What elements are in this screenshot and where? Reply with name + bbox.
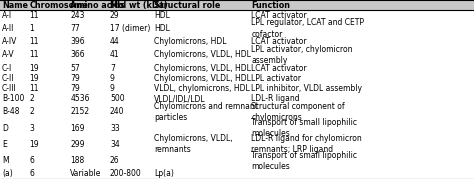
Text: 243: 243 <box>70 11 85 20</box>
Text: 19: 19 <box>29 64 39 73</box>
Text: LPL inhibitor, VLDL assembly: LPL inhibitor, VLDL assembly <box>251 84 362 93</box>
Text: LCAT activator: LCAT activator <box>251 64 307 73</box>
Text: A-I: A-I <box>2 11 12 20</box>
Text: 9: 9 <box>110 74 115 83</box>
Text: 29: 29 <box>110 11 119 20</box>
Text: 4536: 4536 <box>70 94 90 103</box>
Text: 19: 19 <box>29 140 39 149</box>
Text: 2: 2 <box>29 107 34 116</box>
Text: 240: 240 <box>110 107 125 116</box>
Text: Function: Function <box>251 1 290 10</box>
Text: LDL-R ligand: LDL-R ligand <box>251 94 300 103</box>
Text: HDL: HDL <box>154 11 170 20</box>
Text: 79: 79 <box>70 84 80 93</box>
Text: 500: 500 <box>110 94 125 103</box>
Text: C-III: C-III <box>2 84 17 93</box>
Text: 57: 57 <box>70 64 80 73</box>
Text: 11: 11 <box>29 50 39 59</box>
Text: Chromosome: Chromosome <box>29 1 88 10</box>
Text: B-48: B-48 <box>2 107 19 116</box>
Text: 41: 41 <box>110 50 119 59</box>
Text: 299: 299 <box>70 140 85 149</box>
Text: LPL activator, chylomicron
assembly: LPL activator, chylomicron assembly <box>251 45 353 65</box>
Text: 11: 11 <box>29 84 39 93</box>
Text: 79: 79 <box>70 74 80 83</box>
Text: A-II: A-II <box>2 24 14 33</box>
Text: 2: 2 <box>29 94 34 103</box>
Text: Transport of small lipophilic
molecules: Transport of small lipophilic molecules <box>251 118 357 138</box>
Text: B-100: B-100 <box>2 94 24 103</box>
Text: 11: 11 <box>29 11 39 20</box>
Text: 200-800: 200-800 <box>110 169 142 178</box>
Text: Chylomicrons, VLDL,
remnants: Chylomicrons, VLDL, remnants <box>154 134 233 154</box>
Text: 7: 7 <box>110 64 115 73</box>
Text: Name: Name <box>2 1 28 10</box>
Text: E: E <box>2 140 7 149</box>
Text: 188: 188 <box>70 156 84 165</box>
Text: 396: 396 <box>70 37 85 46</box>
Text: LPL activator: LPL activator <box>251 74 301 83</box>
Text: Variable: Variable <box>70 169 101 178</box>
Text: Chylomicrons, VLDL, HDL: Chylomicrons, VLDL, HDL <box>154 74 251 83</box>
Text: 169: 169 <box>70 124 85 133</box>
Text: 77: 77 <box>70 24 80 33</box>
Text: Chylomicrons and remnant
particles: Chylomicrons and remnant particles <box>154 102 258 122</box>
Text: Structural role: Structural role <box>154 1 220 10</box>
Text: 6: 6 <box>29 156 34 165</box>
Text: 44: 44 <box>110 37 120 46</box>
Text: VLDL/IDL/LDL: VLDL/IDL/LDL <box>154 94 206 103</box>
Text: 366: 366 <box>70 50 85 59</box>
Text: (a): (a) <box>2 169 13 178</box>
Text: A-IV: A-IV <box>2 37 17 46</box>
Text: Amino acids: Amino acids <box>70 1 125 10</box>
Text: 26: 26 <box>110 156 119 165</box>
Text: Transport of small lipophilic
molecules: Transport of small lipophilic molecules <box>251 151 357 171</box>
Text: 1: 1 <box>29 24 34 33</box>
Text: Chylomicrons, VLDL, HDL: Chylomicrons, VLDL, HDL <box>154 50 251 59</box>
FancyBboxPatch shape <box>0 0 474 10</box>
Text: A-V: A-V <box>2 50 15 59</box>
Text: 9: 9 <box>110 84 115 93</box>
Text: LDL-R ligand for chylomicron
remnants; LRP ligand: LDL-R ligand for chylomicron remnants; L… <box>251 134 362 154</box>
Text: VLDL, chylomicrons, HDL: VLDL, chylomicrons, HDL <box>154 84 250 93</box>
Text: 33: 33 <box>110 124 120 133</box>
Text: LCAT activator: LCAT activator <box>251 37 307 46</box>
Text: HDL: HDL <box>154 24 170 33</box>
Text: LPL regulator, LCAT and CETP
cofactor: LPL regulator, LCAT and CETP cofactor <box>251 18 364 38</box>
Text: 34: 34 <box>110 140 120 149</box>
Text: Mol wt (kDa): Mol wt (kDa) <box>110 1 168 10</box>
Text: 3: 3 <box>29 124 34 133</box>
Text: 17 (dimer): 17 (dimer) <box>110 24 150 33</box>
Text: 2152: 2152 <box>70 107 89 116</box>
Text: Lp(a): Lp(a) <box>154 169 174 178</box>
Text: Chylomicrons, VLDL, HDL: Chylomicrons, VLDL, HDL <box>154 64 251 73</box>
Text: 11: 11 <box>29 37 39 46</box>
Text: Structural component of
chylomicrons: Structural component of chylomicrons <box>251 102 345 122</box>
Text: Chylomicrons, HDL: Chylomicrons, HDL <box>154 37 227 46</box>
Text: LCAT activator: LCAT activator <box>251 11 307 20</box>
Text: 19: 19 <box>29 74 39 83</box>
Text: M: M <box>2 156 9 165</box>
Text: C-I: C-I <box>2 64 12 73</box>
Text: D: D <box>2 124 8 133</box>
Text: C-II: C-II <box>2 74 14 83</box>
Text: 6: 6 <box>29 169 34 178</box>
